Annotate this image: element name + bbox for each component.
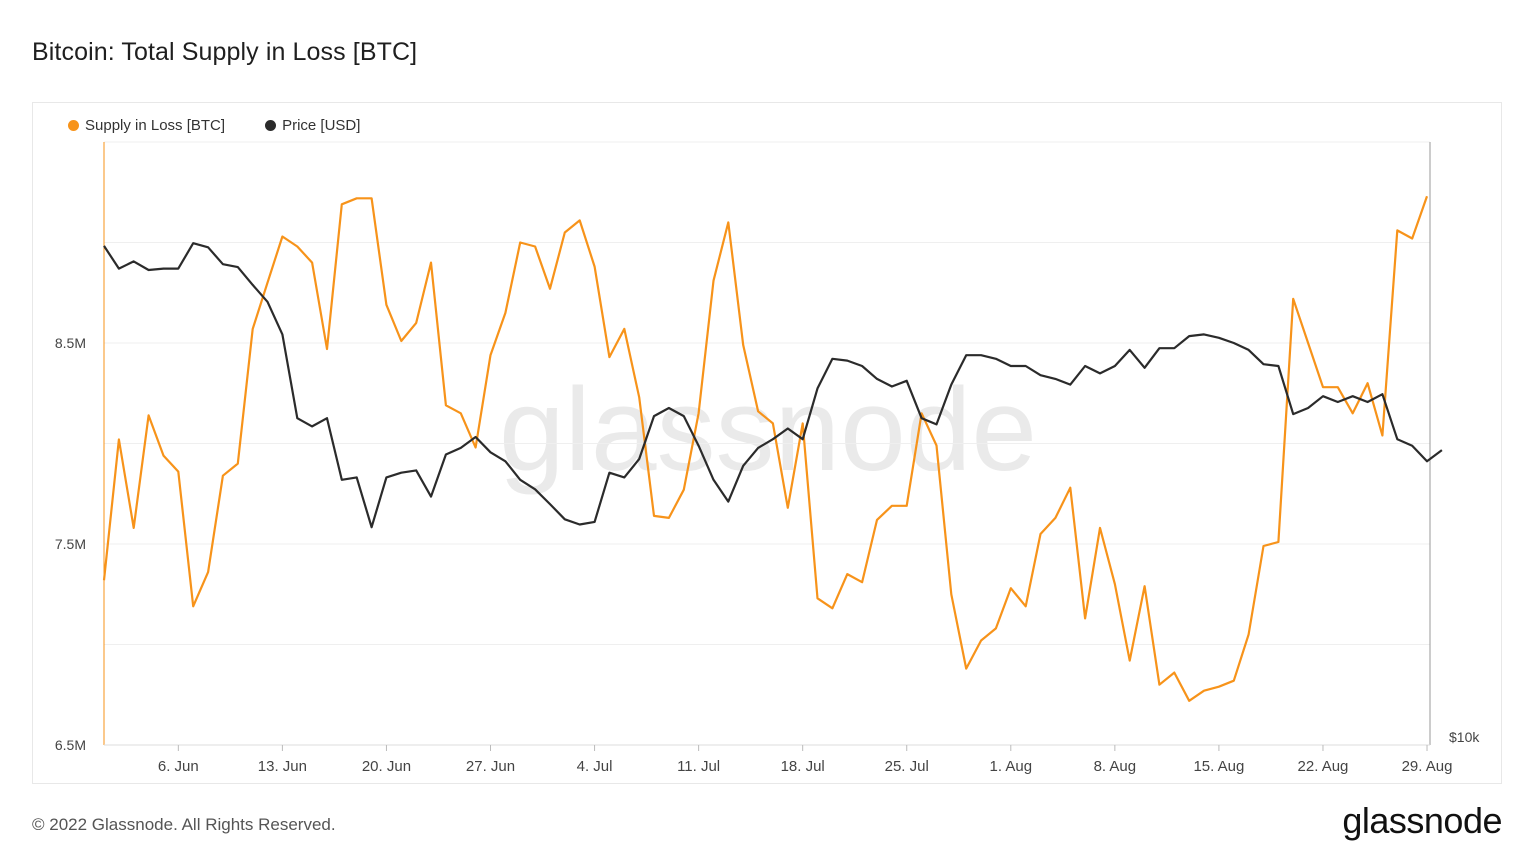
copyright-text: © 2022 Glassnode. All Rights Reserved. <box>32 815 336 834</box>
legend-label-price: Price [USD] <box>282 117 361 134</box>
series-line-supply-in-loss <box>102 195 1429 702</box>
legend-item-price[interactable]: Price [USD] <box>265 117 360 134</box>
y-left-tick-label: 8.5M <box>55 335 86 351</box>
legend-label-supply: Supply in Loss [BTC] <box>85 117 226 134</box>
x-tick-label: 1. Aug <box>990 758 1033 775</box>
legend-dot-supply <box>68 120 79 131</box>
x-tick-label: 18. Jul <box>781 758 825 775</box>
y-left-tick-label: 7.5M <box>55 536 86 552</box>
x-tick-label: 20. Jun <box>362 758 411 775</box>
series-line-price <box>103 242 1443 529</box>
chart-watermark: glassnode <box>499 364 1037 496</box>
x-tick-label: 27. Jun <box>466 758 515 775</box>
x-tick-label: 11. Jul <box>677 758 720 775</box>
y-right-tick-label: $10k <box>1449 729 1480 745</box>
x-tick-label: 25. Jul <box>885 758 929 775</box>
x-tick-label: 8. Aug <box>1094 758 1137 775</box>
legend-dot-price <box>265 120 277 131</box>
x-tick-label: 15. Aug <box>1193 758 1244 775</box>
x-tick-label: 6. Jun <box>158 758 199 775</box>
x-tick-label: 13. Jun <box>258 758 307 775</box>
y-left-tick-label: 6.5M <box>55 737 86 753</box>
legend-item-supply[interactable]: Supply in Loss [BTC] <box>68 117 225 134</box>
page-title: Bitcoin: Total Supply in Loss [BTC] <box>32 38 418 66</box>
chart-legend: Supply in Loss [BTC] Price [USD] <box>68 117 360 134</box>
glassnode-logo[interactable]: glassnode <box>1342 800 1502 841</box>
x-tick-label: 29. Aug <box>1402 758 1453 775</box>
x-tick-label: 4. Jul <box>577 758 613 775</box>
x-tick-label: 22. Aug <box>1298 758 1349 775</box>
